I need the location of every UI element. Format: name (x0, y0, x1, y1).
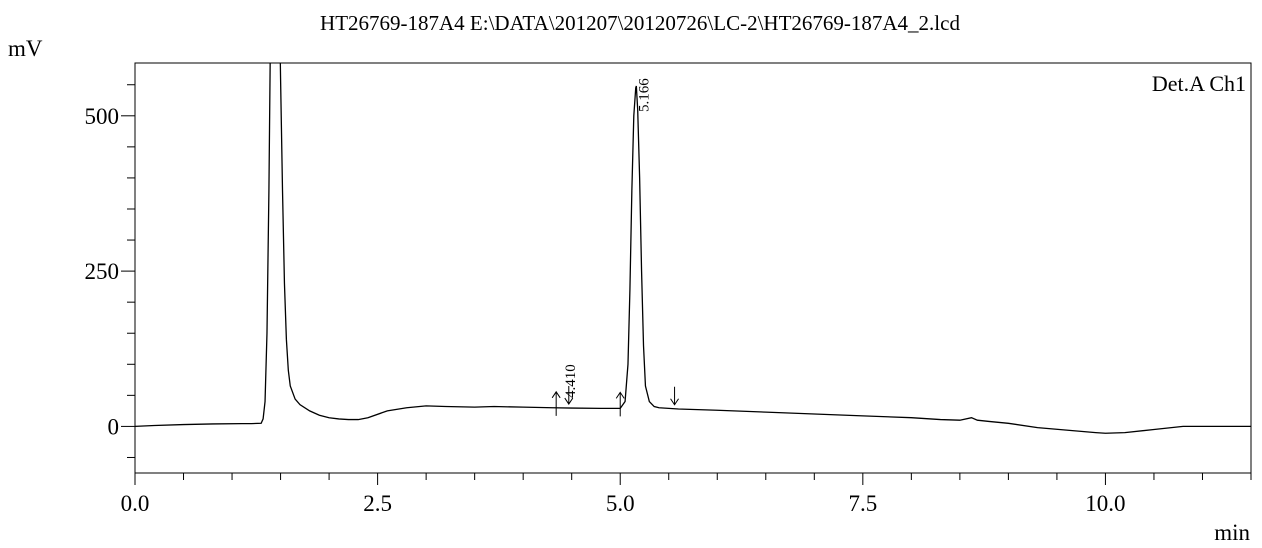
y-axis-label: mV (8, 36, 43, 61)
x-tick-label: 7.5 (848, 491, 877, 516)
peak-start-marker (615, 391, 625, 417)
x-tick-label: 2.5 (363, 491, 392, 516)
peak-start-marker (551, 390, 561, 416)
y-tick-label: 250 (85, 259, 120, 284)
peak-end-marker (564, 386, 574, 405)
plot-frame (134, 62, 1252, 474)
peak-retention-label: 5.166 (636, 78, 652, 112)
peak-retention-label: 4.410 (563, 364, 579, 398)
plot-area: 0.0 2.5 5.0 7.5 10.0 0 250 500 4.410 5.166 (85, 62, 1252, 516)
y-tick-label: 0 (108, 414, 120, 439)
x-tick-label: 5.0 (606, 491, 635, 516)
detector-channel-label: Det.A Ch1 (1152, 71, 1246, 96)
x-axis-label: min (1214, 520, 1250, 545)
chromatogram-trace (135, 63, 1251, 434)
x-tick-label: 10.0 (1085, 491, 1125, 516)
x-tick-label: 0.0 (121, 491, 150, 516)
chart-title: HT26769-187A4 E:\DATA\201207\20120726\LC… (320, 11, 960, 35)
y-tick-label: 500 (85, 104, 120, 129)
peak-end-marker (670, 386, 679, 406)
